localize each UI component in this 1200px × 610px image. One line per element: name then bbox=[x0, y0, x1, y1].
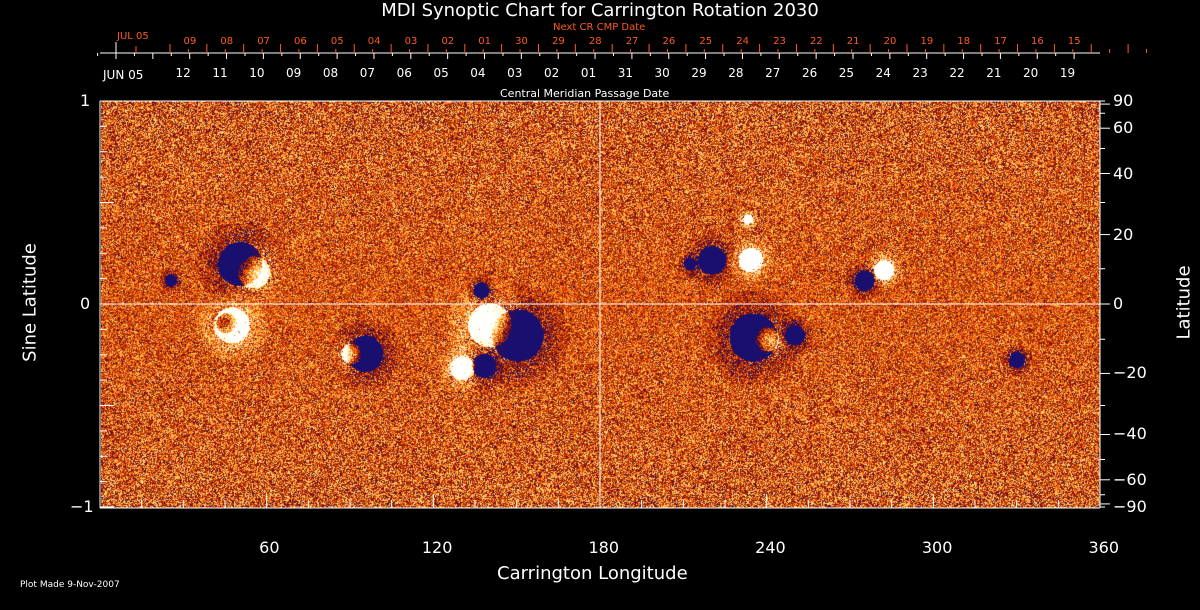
y-axis-label-right: Latitude bbox=[1173, 265, 1195, 340]
top-date-label: 04 bbox=[470, 66, 486, 80]
top-date-label: 19 bbox=[1059, 66, 1076, 80]
next-date-label: 25 bbox=[699, 36, 713, 47]
next-date-label: 06 bbox=[294, 36, 307, 47]
top-date-label: 03 bbox=[507, 66, 523, 80]
next-date-label: 28 bbox=[588, 36, 602, 47]
top-date-label: 29 bbox=[691, 66, 707, 80]
top-date-label: 09 bbox=[286, 66, 302, 80]
top-date-label: 20 bbox=[1023, 66, 1039, 80]
next-date-label: 01 bbox=[478, 36, 492, 47]
y-tick-label-right: −60 bbox=[1113, 469, 1147, 489]
top-date-label: 11 bbox=[212, 66, 228, 80]
next-date-label: 18 bbox=[957, 36, 971, 47]
y-tick-label-right: −90 bbox=[1113, 497, 1147, 516]
next-date-label: 26 bbox=[662, 36, 676, 47]
y-tick-label-right: −40 bbox=[1113, 424, 1147, 444]
top-date-label: 22 bbox=[949, 66, 965, 80]
top-date-label: 30 bbox=[654, 66, 670, 80]
next-axis-month: JUL 05 bbox=[117, 31, 149, 42]
y-tick-label-left: 1 bbox=[80, 91, 91, 110]
chart-title: MDI Synoptic Chart for Carrington Rotati… bbox=[381, 0, 819, 21]
y-tick-label-left: 0 bbox=[80, 294, 91, 313]
top-date-label: 23 bbox=[912, 66, 928, 80]
top-date-label: 21 bbox=[986, 66, 1002, 80]
x-tick-label: 120 bbox=[421, 538, 453, 557]
next-date-label: 03 bbox=[404, 36, 418, 47]
next-date-label: 19 bbox=[920, 36, 934, 47]
y-axis-label: Sine Latitude bbox=[19, 243, 41, 362]
plot-made-footer: Plot Made 9-Nov-2007 bbox=[20, 580, 120, 590]
x-tick-label: 360 bbox=[1088, 538, 1120, 557]
top-date-label: 06 bbox=[396, 66, 412, 80]
next-date-label: 29 bbox=[552, 36, 565, 47]
next-date-label: 22 bbox=[809, 36, 823, 47]
next-date-label: 05 bbox=[330, 36, 344, 47]
next-date-label: 15 bbox=[1067, 36, 1081, 47]
y-tick-label-right: 0 bbox=[1113, 294, 1124, 313]
next-date-label: 27 bbox=[625, 36, 639, 47]
top-date-label: 27 bbox=[765, 66, 781, 80]
top-date-label: 26 bbox=[801, 66, 818, 80]
top-date-label: 28 bbox=[728, 66, 744, 80]
x-axis-label: Carrington Longitude bbox=[497, 563, 688, 584]
top-axis-month: JUN 05 bbox=[103, 68, 144, 82]
x-tick-label: 60 bbox=[259, 538, 280, 557]
next-date-label: 09 bbox=[183, 36, 197, 47]
y-tick-label-right: −20 bbox=[1113, 363, 1147, 383]
top-date-label: 02 bbox=[544, 66, 560, 80]
top-axis-label: Central Meridian Passage Date bbox=[500, 87, 670, 100]
top-date-label: 31 bbox=[617, 66, 633, 80]
top-date-label: 01 bbox=[580, 66, 597, 80]
next-date-label: 23 bbox=[773, 36, 786, 47]
top-date-label: 08 bbox=[322, 66, 339, 80]
top-date-label: 07 bbox=[359, 66, 376, 80]
y-tick-label-right: 20 bbox=[1113, 224, 1134, 244]
top-date-label: 12 bbox=[175, 66, 191, 80]
next-date-label: 30 bbox=[515, 36, 528, 47]
y-tick-label-right: 90 bbox=[1113, 91, 1134, 110]
next-axis-label: Next CR CMP Date bbox=[553, 22, 646, 33]
next-date-label: 07 bbox=[257, 36, 270, 47]
y-tick-label-left: −1 bbox=[70, 497, 94, 516]
next-date-label: 02 bbox=[441, 36, 455, 47]
x-tick-label: 240 bbox=[755, 538, 786, 557]
x-tick-label: 180 bbox=[588, 538, 620, 557]
top-date-label: 10 bbox=[249, 66, 265, 80]
next-date-label: 24 bbox=[736, 36, 749, 47]
top-date-label: 24 bbox=[875, 66, 891, 80]
x-tick-label: 300 bbox=[921, 538, 953, 557]
y-tick-label-right: 60 bbox=[1113, 118, 1134, 138]
next-date-label: 20 bbox=[883, 36, 897, 47]
top-date-label: 05 bbox=[433, 66, 449, 80]
next-date-label: 17 bbox=[994, 36, 1007, 47]
next-date-label: 16 bbox=[1031, 36, 1044, 47]
y-tick-label-right: 40 bbox=[1113, 163, 1134, 183]
top-date-label: 25 bbox=[838, 66, 855, 80]
next-date-label: 04 bbox=[367, 36, 381, 47]
next-date-label: 21 bbox=[846, 36, 860, 47]
next-date-label: 08 bbox=[220, 36, 234, 47]
